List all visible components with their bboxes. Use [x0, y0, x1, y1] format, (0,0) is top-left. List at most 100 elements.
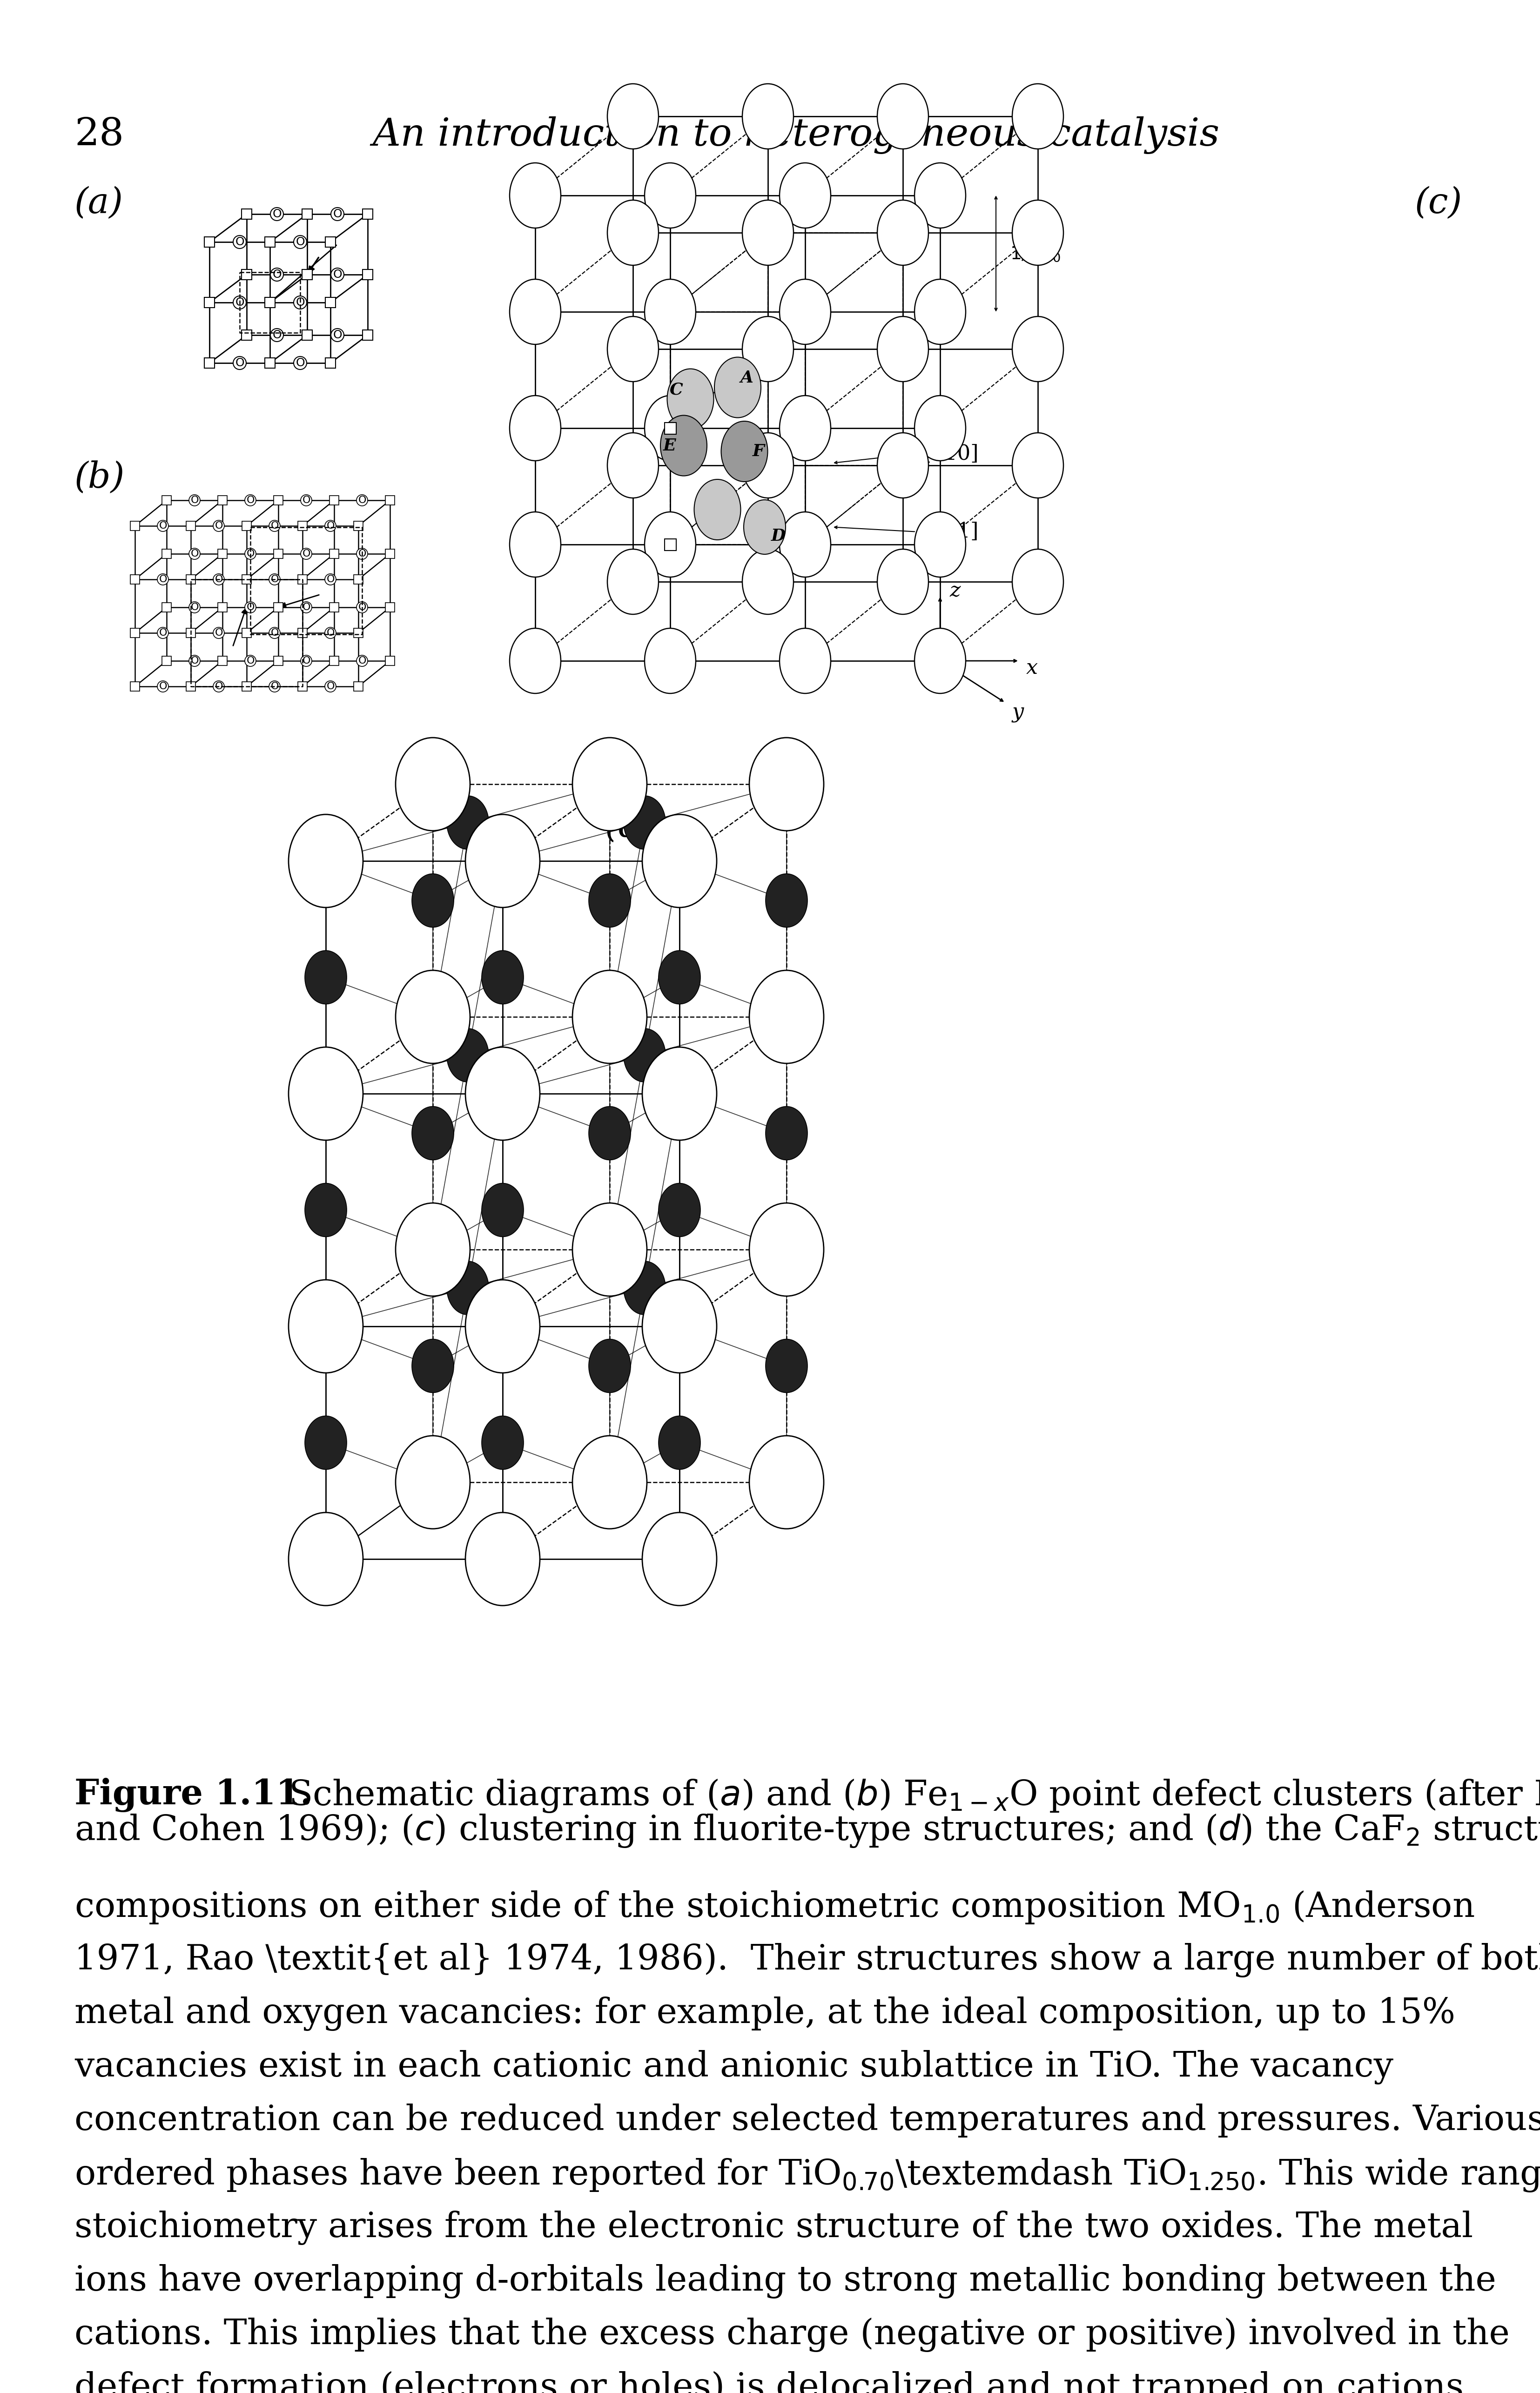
Bar	[354, 682, 363, 692]
Text: C: C	[670, 383, 684, 397]
Text: O: O	[214, 574, 223, 584]
Ellipse shape	[607, 84, 659, 148]
Text: O: O	[236, 297, 245, 309]
Text: (d): (d)	[605, 809, 656, 845]
Bar	[131, 682, 140, 692]
Ellipse shape	[642, 1048, 716, 1139]
Text: compositions on either side of the stoichiometric composition MO$_{1.0}$ (Anders: compositions on either side of the stoic…	[74, 1890, 1474, 1926]
Bar	[385, 495, 394, 505]
Ellipse shape	[288, 1048, 363, 1139]
Bar	[664, 538, 676, 550]
Ellipse shape	[779, 395, 830, 462]
Bar	[205, 359, 214, 369]
Circle shape	[331, 268, 343, 280]
Bar	[242, 208, 251, 220]
Text: O: O	[357, 603, 367, 613]
Bar	[242, 522, 251, 531]
Bar	[186, 629, 196, 637]
Bar	[297, 574, 306, 584]
Circle shape	[331, 208, 343, 220]
Ellipse shape	[588, 1340, 630, 1393]
Ellipse shape	[396, 1204, 470, 1297]
Bar	[362, 330, 373, 340]
Circle shape	[157, 627, 168, 639]
Bar	[162, 495, 171, 505]
Text: O: O	[326, 574, 334, 584]
Ellipse shape	[642, 1512, 716, 1606]
Ellipse shape	[915, 512, 966, 577]
Text: O: O	[296, 357, 305, 369]
Ellipse shape	[779, 512, 830, 577]
Text: O: O	[326, 629, 334, 637]
Circle shape	[233, 297, 246, 309]
Text: O: O	[191, 603, 199, 613]
Text: O: O	[159, 522, 166, 531]
Circle shape	[300, 495, 311, 505]
Bar	[330, 548, 339, 558]
Text: O: O	[271, 682, 279, 692]
Ellipse shape	[305, 950, 346, 1005]
Ellipse shape	[465, 1512, 541, 1606]
Bar	[274, 656, 283, 665]
Bar	[131, 629, 140, 637]
Ellipse shape	[447, 1261, 488, 1314]
Text: O: O	[357, 495, 367, 505]
Ellipse shape	[779, 163, 830, 227]
Text: An introduction to heterogeneous catalysis: An introduction to heterogeneous catalys…	[373, 117, 1220, 153]
Circle shape	[271, 268, 283, 280]
Ellipse shape	[742, 316, 793, 380]
Circle shape	[189, 601, 200, 613]
Ellipse shape	[482, 1417, 524, 1469]
Ellipse shape	[878, 201, 929, 266]
Ellipse shape	[695, 479, 741, 541]
Circle shape	[189, 548, 200, 560]
Circle shape	[294, 235, 306, 249]
Text: O: O	[246, 548, 254, 558]
Ellipse shape	[742, 433, 793, 498]
Text: O: O	[271, 629, 279, 637]
Ellipse shape	[1012, 84, 1064, 148]
Text: ordered phases have been reported for TiO$_{0.70}$\textemdash TiO$_{1.250}$. Thi: ordered phases have been reported for Ti…	[74, 2156, 1540, 2194]
Ellipse shape	[1012, 548, 1064, 615]
Ellipse shape	[742, 84, 793, 148]
Text: E: E	[664, 438, 676, 455]
Bar	[205, 237, 214, 246]
Ellipse shape	[510, 163, 561, 227]
Ellipse shape	[659, 1182, 701, 1237]
Ellipse shape	[750, 969, 824, 1062]
Bar	[186, 574, 196, 584]
Text: O: O	[333, 268, 342, 280]
Text: O: O	[246, 495, 254, 505]
Text: O: O	[191, 495, 199, 505]
Bar	[162, 548, 171, 558]
Text: O: O	[214, 522, 223, 531]
Bar	[385, 656, 394, 665]
Text: O: O	[326, 522, 334, 531]
Ellipse shape	[744, 500, 785, 555]
Circle shape	[271, 328, 283, 342]
Circle shape	[325, 627, 336, 639]
Ellipse shape	[288, 1512, 363, 1606]
Ellipse shape	[750, 1204, 824, 1297]
Ellipse shape	[607, 433, 659, 498]
Bar	[242, 330, 251, 340]
Ellipse shape	[645, 629, 696, 694]
Bar	[265, 237, 276, 246]
Text: cations. This implies that the excess charge (negative or positive) involved in : cations. This implies that the excess ch…	[74, 2316, 1509, 2352]
Ellipse shape	[642, 814, 716, 907]
Circle shape	[233, 357, 246, 369]
Text: O: O	[191, 656, 199, 665]
Ellipse shape	[465, 814, 541, 907]
Text: O: O	[326, 682, 334, 692]
Text: O: O	[302, 548, 310, 558]
Text: O: O	[333, 330, 342, 340]
Bar	[205, 297, 214, 309]
Circle shape	[270, 519, 280, 531]
Ellipse shape	[1012, 201, 1064, 266]
Text: stoichiometry arises from the electronic structure of the two oxides. The metal: stoichiometry arises from the electronic…	[74, 2211, 1474, 2245]
Text: concentration can be reduced under selected temperatures and pressures. Various: concentration can be reduced under selec…	[74, 2103, 1540, 2137]
Text: Figure 1.11.: Figure 1.11.	[74, 1778, 313, 1812]
Bar	[354, 522, 363, 531]
Ellipse shape	[411, 873, 454, 926]
Ellipse shape	[510, 512, 561, 577]
